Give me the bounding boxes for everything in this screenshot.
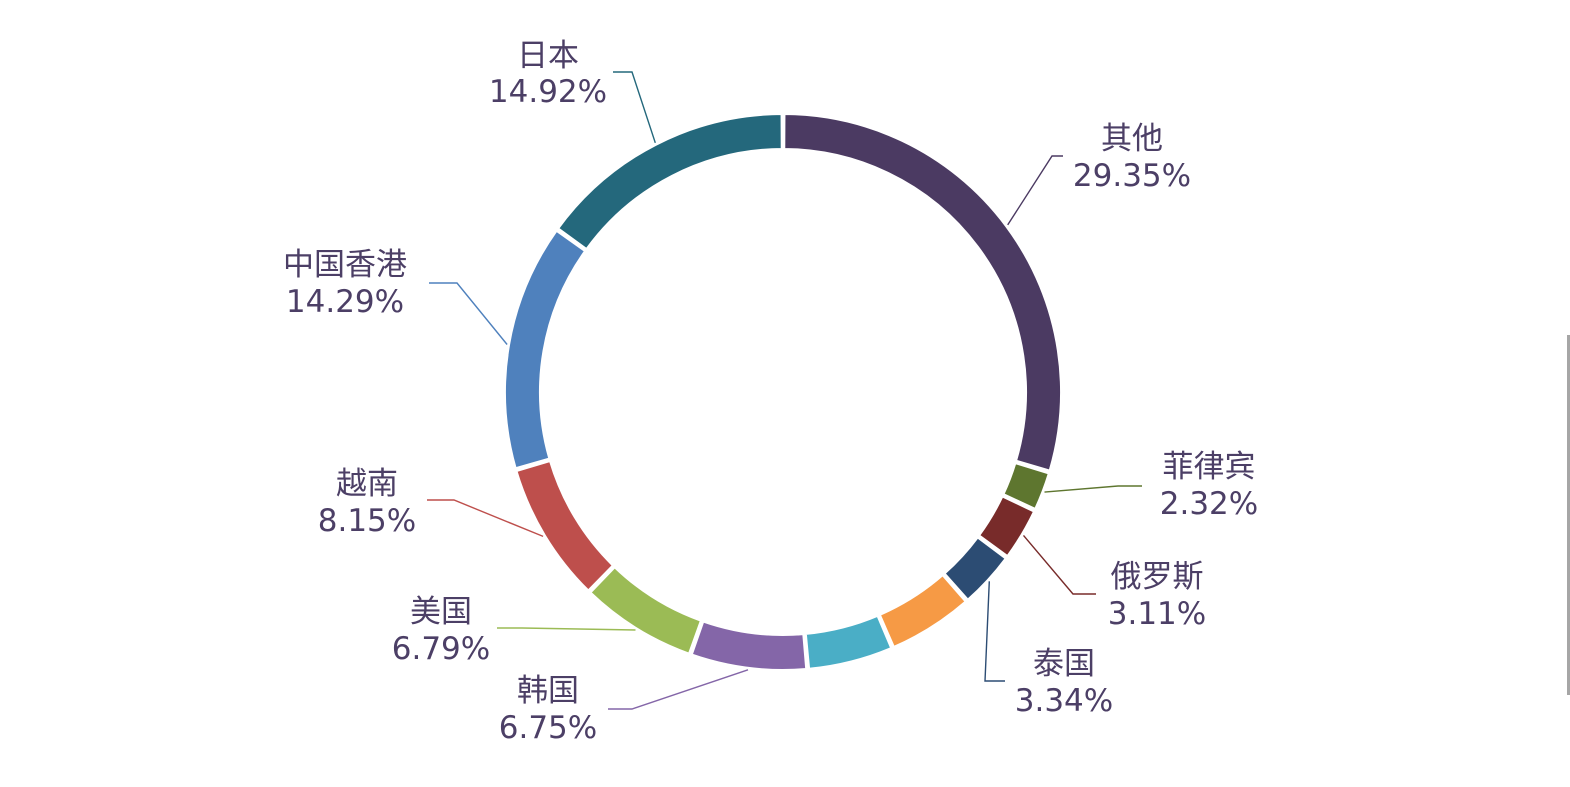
label-usa-value: 6.79% (392, 631, 490, 667)
label-korea-value: 6.75% (499, 710, 597, 746)
slice-russia (977, 495, 1036, 558)
right-edge-mark (1567, 335, 1570, 695)
label-russia-name: 俄罗斯 (1111, 559, 1204, 595)
leader-line-other (1007, 155, 1063, 226)
label-thailand-value: 3.34% (1015, 683, 1113, 719)
label-usa: 美国 6.79% (392, 594, 490, 667)
leader-line-russia (1022, 534, 1096, 595)
slice-other (783, 112, 1062, 472)
label-vietnam: 越南 8.15% (318, 466, 416, 539)
slice-unlabeled_cyan (804, 614, 893, 670)
label-japan-value: 14.92% (489, 74, 607, 110)
label-philippines: 菲律宾 2.32% (1160, 449, 1258, 522)
label-vietnam-name: 越南 (336, 466, 398, 502)
slice-vietnam (515, 459, 615, 592)
label-other-value: 29.35% (1073, 158, 1191, 194)
slice-hongkong (504, 229, 587, 470)
leader-line-japan (613, 71, 656, 144)
leader-line-vietnam (427, 499, 544, 538)
label-thailand: 泰国 3.34% (1015, 646, 1113, 719)
label-thailand-name: 泰国 (1033, 646, 1095, 682)
leader-line-korea (608, 669, 749, 710)
label-japan-name: 日本 (517, 38, 579, 74)
label-philippines-name: 菲律宾 (1163, 449, 1256, 485)
leader-lines-layer (427, 71, 1142, 710)
label-japan: 日本 14.92% (489, 38, 607, 110)
label-hongkong: 中国香港 14.29% (283, 247, 407, 320)
label-hongkong-name: 中国香港 (283, 247, 407, 283)
label-philippines-value: 2.32% (1160, 486, 1258, 522)
leader-line-philippines (1044, 485, 1142, 493)
label-russia: 俄罗斯 3.11% (1108, 559, 1206, 632)
slice-thailand (943, 536, 1008, 602)
slice-usa (589, 565, 703, 655)
label-korea-name: 韩国 (517, 673, 579, 709)
leader-line-hongkong (429, 282, 508, 345)
slice-korea (690, 620, 808, 671)
label-hongkong-value: 14.29% (286, 284, 404, 320)
label-vietnam-value: 8.15% (318, 503, 416, 539)
label-korea: 韩国 6.75% (499, 673, 597, 746)
leader-line-thailand (984, 581, 1005, 682)
slices-layer (504, 112, 1062, 671)
label-other-name: 其他 (1101, 121, 1163, 157)
label-other: 其他 29.35% (1073, 121, 1191, 194)
slice-unlabeled_orange (878, 573, 968, 649)
leader-line-usa (497, 627, 636, 631)
label-russia-value: 3.11% (1108, 596, 1206, 632)
slice-japan (556, 112, 783, 251)
slice-philippines (1002, 461, 1051, 511)
label-usa-name: 美国 (410, 594, 472, 630)
